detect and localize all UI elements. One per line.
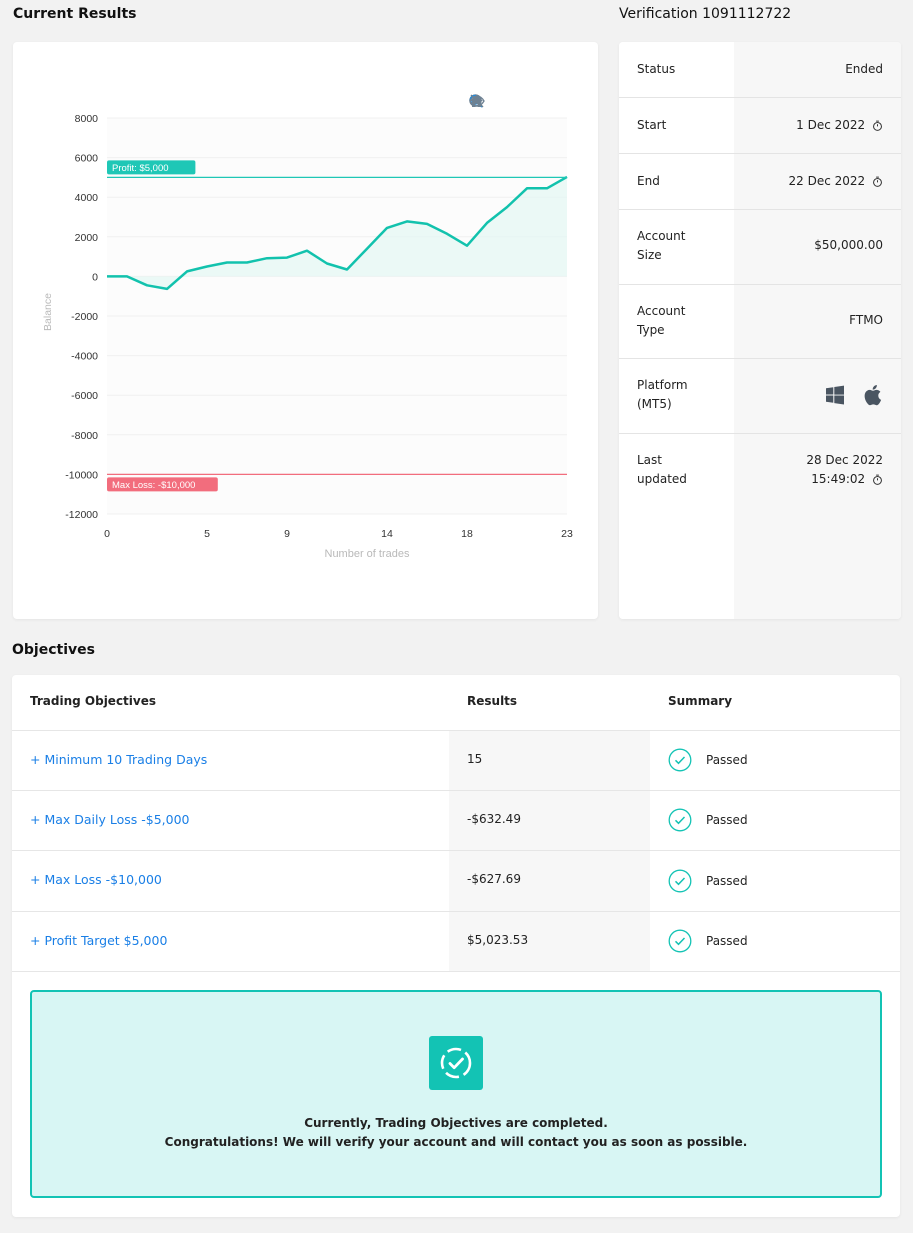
annotation-label: Profit: $5,000 — [112, 163, 169, 174]
check-circle-icon — [668, 929, 692, 953]
objectives-table-header: Trading Objectives Results Summary — [12, 675, 900, 731]
start-date: 1 Dec 2022 — [796, 118, 866, 132]
success-message-line1: Currently, Trading Objectives are comple… — [304, 1116, 608, 1130]
objectives-title: Objectives — [12, 642, 95, 658]
col-trading-objectives: Trading Objectives — [30, 694, 157, 708]
current-results-title: Current Results — [13, 6, 137, 22]
home-icon[interactable] — [470, 94, 549, 111]
col-results: Results — [467, 694, 518, 708]
eye-slash-icon[interactable] — [469, 94, 570, 111]
summary-status: Passed — [706, 813, 748, 827]
objectives-card: Trading Objectives Results Summary + Min… — [12, 675, 900, 1217]
y-tick-label: -4000 — [71, 351, 98, 363]
y-tick-label: -12000 — [65, 509, 98, 521]
annotation-label: Max Loss: -$10,000 — [112, 480, 195, 491]
objective-summary: Passed — [668, 869, 748, 893]
account-type-value: FTMO — [849, 313, 883, 327]
chart-toolbar — [469, 94, 570, 111]
end-value: 22 Dec 2022 — [789, 172, 884, 191]
table-row: + Max Loss -$10,000 -$627.69 Passed — [12, 851, 900, 912]
y-tick-label: 6000 — [75, 153, 99, 165]
account-size-value: $50,000.00 — [814, 238, 883, 252]
y-tick-label: -8000 — [71, 430, 98, 442]
objectives-completed-banner: Currently, Trading Objectives are comple… — [30, 990, 882, 1198]
stopwatch-icon — [873, 176, 882, 187]
x-tick-label: 9 — [284, 528, 290, 540]
stopwatch-icon — [873, 474, 882, 485]
info-row-account-type: Account Type FTMO — [619, 285, 901, 359]
check-circle-icon — [668, 748, 692, 772]
y-tick-label: -10000 — [65, 469, 98, 481]
windows-icon[interactable] — [825, 385, 845, 405]
y-tick-label: 4000 — [75, 192, 99, 204]
objective-link-profit-target[interactable]: + Profit Target $5,000 — [30, 933, 168, 948]
info-row-start: Start 1 Dec 2022 — [619, 98, 901, 154]
balance-line — [107, 175, 568, 291]
apple-icon[interactable] — [863, 384, 883, 406]
account-type-label: Account Type — [637, 304, 686, 337]
y-tick-label: -2000 — [71, 311, 98, 323]
platform-label: Platform (MT5) — [637, 378, 688, 411]
start-value: 1 Dec 2022 — [796, 116, 883, 135]
balance-chart[interactable]: 8000 6000 4000 2000 0 -2000 -4000 -6000 -8000 -10… — [13, 42, 598, 619]
zoom-out-icon[interactable] — [469, 94, 507, 111]
summary-status: Passed — [706, 874, 748, 888]
last-updated-value: 28 Dec 2022 15:49:02 — [806, 451, 883, 489]
last-updated-time-wrap: 15:49:02 — [806, 470, 883, 489]
balance-area — [107, 176, 567, 289]
col-summary: Summary — [668, 694, 733, 708]
success-message-line2: Congratulations! We will verify your acc… — [164, 1135, 748, 1149]
table-row: + Minimum 10 Trading Days 15 Passed — [12, 731, 900, 791]
x-tick-label: 0 — [104, 528, 110, 540]
last-updated-date: 28 Dec 2022 — [806, 453, 883, 467]
verification-title: Verification 1091112722 — [619, 6, 792, 22]
objective-link-max-loss[interactable]: + Max Loss -$10,000 — [30, 872, 162, 887]
annotation-label-bg — [107, 160, 196, 175]
start-label: Start — [637, 118, 667, 132]
x-tick-label: 14 — [381, 528, 393, 540]
objective-result: 15 — [467, 752, 483, 766]
objective-summary: Passed — [668, 808, 748, 832]
table-row: + Max Daily Loss -$5,000 -$632.49 Passed — [12, 791, 900, 851]
check-circle-icon — [668, 869, 692, 893]
status-label: Status — [637, 62, 676, 76]
table-row: + Profit Target $5,000 $5,023.53 Passed — [12, 912, 900, 972]
y-axis-label: Balance — [42, 293, 54, 331]
badge-check-icon — [429, 1036, 483, 1090]
y-tick-label: -6000 — [71, 390, 98, 402]
info-row-account-size: Account Size $50,000.00 — [619, 210, 901, 285]
y-tick-label: 0 — [92, 271, 98, 283]
objective-summary: Passed — [668, 929, 748, 953]
objective-result: -$632.49 — [467, 812, 521, 826]
info-row-end: End 22 Dec 2022 — [619, 154, 901, 210]
account-size-label: Account Size — [637, 229, 686, 262]
summary-status: Passed — [706, 934, 748, 948]
annotation-label-bg — [107, 477, 218, 492]
objective-link-max-daily-loss[interactable]: + Max Daily Loss -$5,000 — [30, 812, 190, 827]
check-circle-icon — [668, 808, 692, 832]
objective-result: $5,023.53 — [467, 933, 529, 947]
y-tick-label: 8000 — [75, 113, 99, 125]
stopwatch-icon — [873, 120, 882, 131]
last-updated-time: 15:49:02 — [811, 472, 866, 486]
info-row-last-updated: Last updated 28 Dec 2022 15:49:02 — [619, 434, 901, 508]
verification-info-card: Status Ended Start 1 Dec 2022 End 22 Dec… — [619, 42, 901, 619]
x-axis-label: Number of trades — [325, 548, 410, 560]
objective-link-min-days[interactable]: + Minimum 10 Trading Days — [30, 752, 208, 767]
balance-chart-card: 8000 6000 4000 2000 0 -2000 -4000 -6000 -8000 -10… — [13, 42, 598, 619]
end-label: End — [637, 174, 660, 188]
status-value: Ended — [845, 62, 883, 76]
y-tick-label: 2000 — [75, 232, 99, 244]
x-tick-label: 18 — [461, 528, 473, 540]
info-row-status: Status Ended — [619, 42, 901, 98]
magnifier-icon[interactable] — [469, 94, 528, 111]
x-tick-label: 5 — [204, 528, 210, 540]
last-updated-label: Last updated — [637, 453, 687, 486]
summary-status: Passed — [706, 753, 748, 767]
objective-result: -$627.69 — [467, 872, 521, 886]
objective-summary: Passed — [668, 748, 748, 772]
info-row-platform: Platform (MT5) — [619, 359, 901, 434]
x-tick-label: 23 — [561, 528, 573, 540]
end-date: 22 Dec 2022 — [788, 174, 866, 188]
